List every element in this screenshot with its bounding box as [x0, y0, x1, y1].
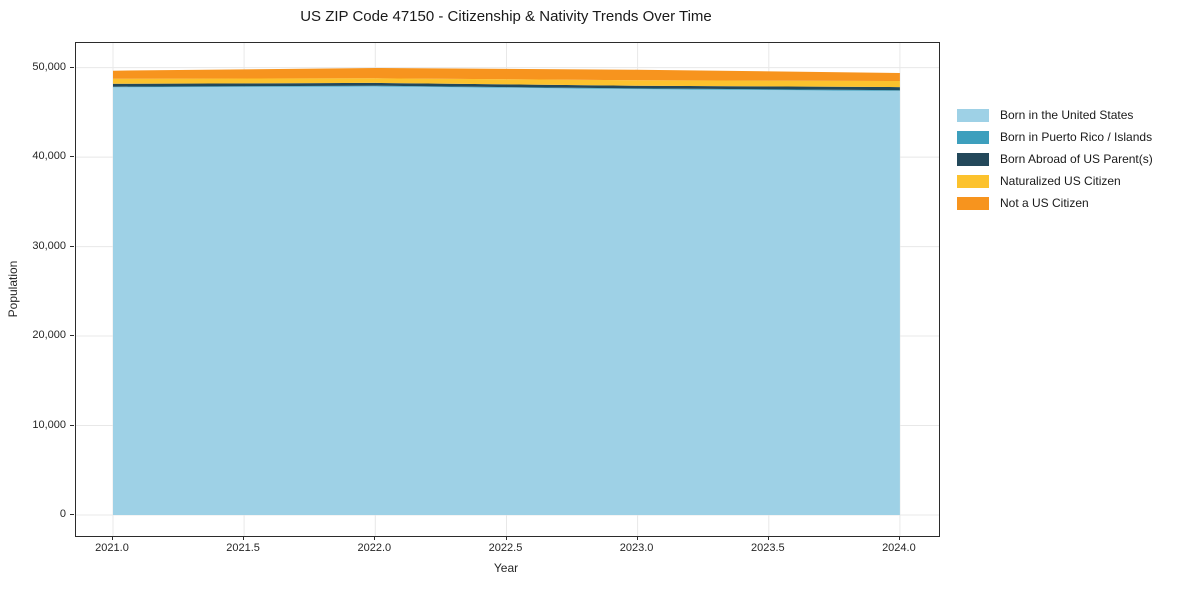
legend-label: Born in Puerto Rico / Islands — [1000, 130, 1153, 144]
x-axis-label: Year — [493, 561, 519, 575]
legend-item: Born in Puerto Rico / Islands — [957, 126, 1153, 148]
y-tick-mark — [70, 156, 74, 158]
y-tick-mark — [70, 335, 74, 336]
legend-swatch — [957, 130, 989, 144]
legend: Born in the United States Born in Puerto… — [957, 104, 1153, 214]
legend-label: Naturalized US Citizen — [1000, 174, 1121, 188]
legend-swatch — [957, 108, 989, 122]
x-tick-mark — [505, 536, 507, 540]
plot-area — [75, 42, 940, 537]
legend-label: Born in the United States — [1000, 108, 1134, 122]
x-tick-label: 2021.5 — [226, 542, 260, 554]
legend-item: Born in the United States — [957, 104, 1153, 126]
legend-item: Born Abroad of US Parent(s) — [957, 148, 1153, 170]
chart-title: US ZIP Code 47150 - Citizenship & Nativi… — [300, 8, 712, 25]
x-tick-mark — [374, 536, 376, 540]
stacked-area-chart — [76, 43, 939, 536]
legend-swatch — [957, 152, 989, 166]
area-series — [113, 78, 900, 88]
y-tick-label: 40,000 — [32, 150, 66, 163]
area-series — [113, 82, 900, 91]
legend-item: Naturalized US Citizen — [957, 170, 1153, 192]
x-tick-mark — [636, 536, 638, 540]
y-tick-label: 10,000 — [32, 418, 66, 431]
legend-swatch — [957, 196, 989, 210]
area-series — [113, 68, 900, 81]
legend-label: Not a US Citizen — [1000, 196, 1089, 210]
y-axis-label: Population — [6, 260, 20, 318]
area-series — [113, 86, 900, 516]
y-tick-label: 20,000 — [32, 329, 66, 341]
y-tick-mark — [70, 245, 74, 247]
x-tick-label: 2024.0 — [882, 542, 916, 554]
y-tick-label: 50,000 — [32, 60, 66, 73]
x-tick-label: 2023.5 — [750, 542, 785, 554]
legend-label: Born Abroad of US Parent(s) — [1000, 152, 1153, 166]
y-tick-mark — [70, 514, 74, 515]
x-tick-label: 2023.0 — [619, 542, 654, 554]
legend-swatch — [957, 174, 989, 188]
x-tick-label: 2022.0 — [357, 542, 392, 554]
y-tick-label: 30,000 — [32, 239, 66, 252]
x-tick-mark — [767, 536, 769, 540]
y-tick-label: 0 — [59, 508, 66, 520]
x-tick-label: 2021.0 — [95, 542, 129, 554]
x-tick-mark — [112, 536, 113, 540]
x-tick-label: 2022.5 — [488, 542, 523, 554]
y-tick-mark — [70, 66, 74, 68]
x-tick-mark — [243, 536, 245, 540]
y-tick-mark — [70, 424, 74, 426]
legend-item: Not a US Citizen — [957, 192, 1153, 214]
x-tick-mark — [898, 536, 900, 540]
